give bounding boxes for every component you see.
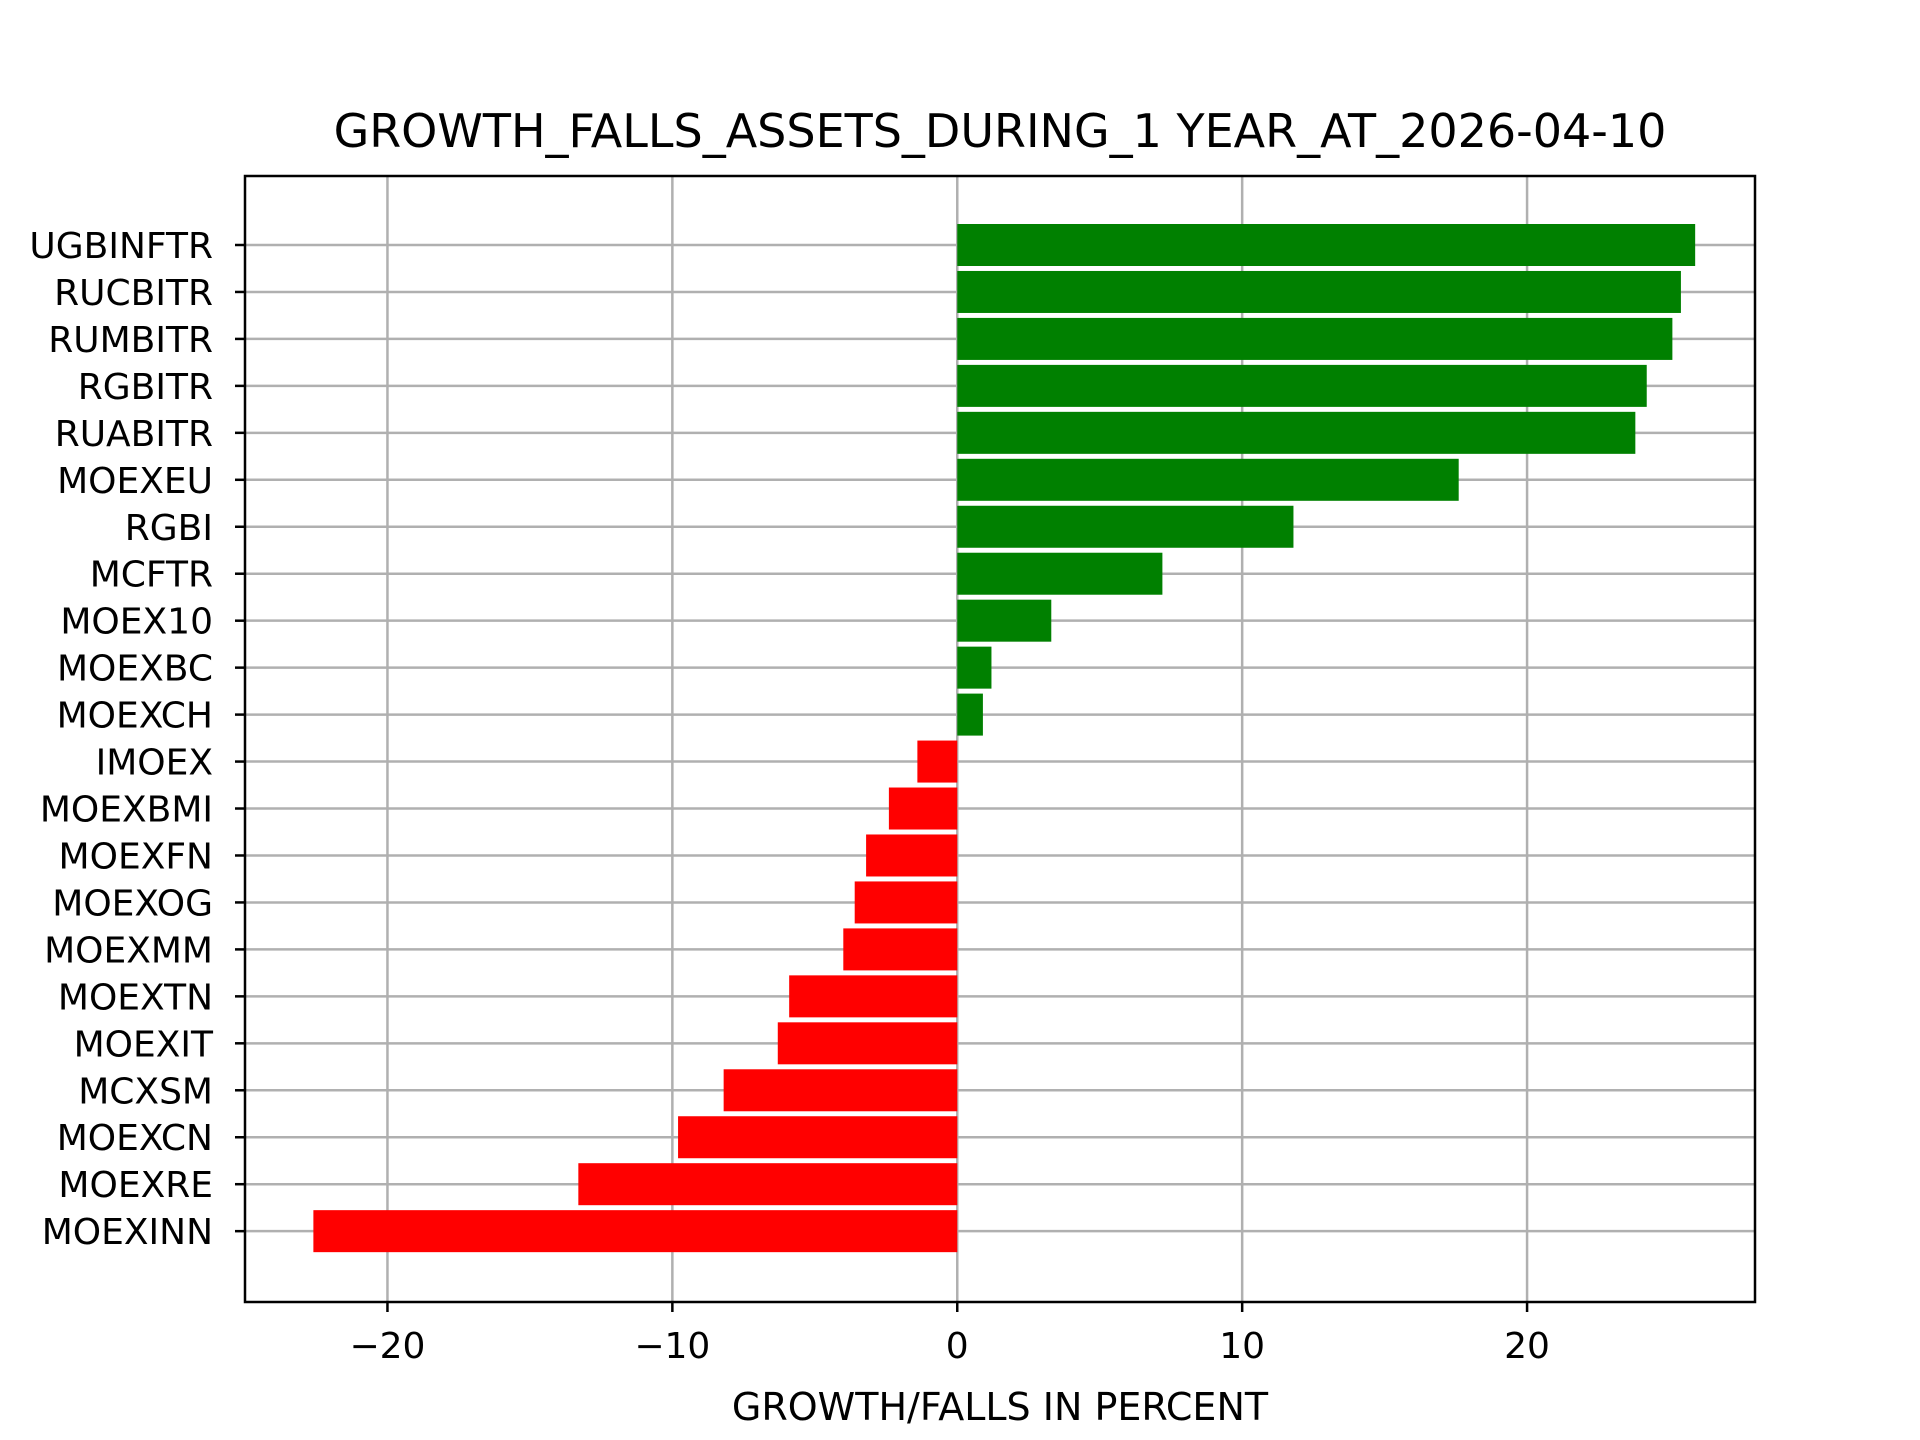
y-tick-label: MOEXIT (74, 1024, 214, 1065)
y-tick-label: MOEXINN (42, 1212, 213, 1253)
bar-rgbitr (957, 364, 1647, 407)
y-tick-label: RGBI (125, 508, 213, 549)
bar-ugbinftr (957, 224, 1696, 266)
bar-mcftr (957, 552, 1163, 595)
y-tick-label: UGBINFTR (29, 226, 213, 267)
x-tick-label: 10 (1219, 1326, 1265, 1367)
bar-moexit (777, 1022, 958, 1065)
bar-moexbc (957, 646, 992, 689)
y-tick-label: RUCBITR (54, 273, 213, 314)
y-tick-label: MOEXOG (52, 883, 213, 924)
bar-moexre (578, 1163, 958, 1206)
bar-moexmm (843, 928, 958, 971)
plot-frame (243, 174, 1757, 1304)
y-tick-label: IMOEX (96, 743, 213, 784)
y-tick-label: MOEXEU (57, 461, 213, 502)
bar-rgbi (957, 505, 1294, 548)
bar-moexbmi (888, 787, 958, 830)
x-tick-label: −10 (634, 1326, 710, 1367)
bar-moexcn (678, 1116, 958, 1159)
y-tick-label: MOEXCN (57, 1118, 213, 1159)
bar-moexeu (957, 458, 1459, 501)
bar-moexinn (313, 1210, 958, 1253)
bar-mcxsm (723, 1069, 958, 1112)
x-tick-label: 20 (1504, 1326, 1550, 1367)
y-tick-label: MCFTR (90, 555, 213, 596)
bars (313, 224, 1696, 1253)
y-tick-label: MOEXMM (44, 930, 213, 971)
bar-rumbitr (957, 317, 1673, 360)
bar-moextn (789, 975, 958, 1018)
y-tick-label: MOEXBC (57, 649, 213, 690)
y-tick-label: RUMBITR (48, 320, 213, 361)
bar-moex10 (957, 599, 1052, 642)
axis-ticks: −20 −10 0 10 20 UGBINFTR RUCBITR RUMBITR RGBITR R… (29, 226, 1550, 1367)
y-tick-label: RGBITR (78, 367, 213, 408)
bar-ruabitr (957, 411, 1636, 454)
y-tick-label: MCXSM (78, 1071, 213, 1112)
y-tick-label: MOEXBMI (40, 790, 213, 831)
bar-moexfn (866, 834, 958, 877)
x-tick-label: 0 (946, 1326, 969, 1367)
y-tick-label: MOEXRE (58, 1165, 213, 1206)
bar-moexog (854, 881, 958, 924)
y-tick-label: MOEXCH (57, 696, 213, 737)
y-tick-label: MOEXFN (59, 836, 213, 877)
x-tick-label: −20 (349, 1326, 425, 1367)
bar-imoex (917, 740, 958, 783)
bar-moexch (957, 693, 983, 736)
bar-rucbitr (957, 270, 1681, 313)
y-tick-label: MOEX10 (60, 602, 213, 643)
y-tick-label: MOEXTN (58, 977, 213, 1018)
x-axis-label: GROWTH/FALLS IN PERCENT (732, 1385, 1269, 1429)
y-tick-label: RUABITR (55, 414, 213, 455)
chart-title: GROWTH_FALLS_ASSETS_DURING_1 YEAR_AT_202… (334, 104, 1667, 158)
